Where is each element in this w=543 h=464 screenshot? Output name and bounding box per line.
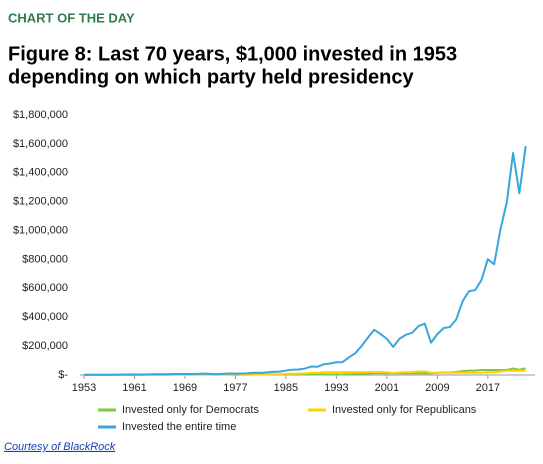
x-tick-label: 1961 bbox=[122, 382, 146, 394]
y-tick-label: $600,000 bbox=[22, 282, 68, 294]
y-tick-label: $1,200,000 bbox=[13, 196, 68, 208]
y-tick-label: $1,800,000 bbox=[13, 109, 68, 121]
x-tick-label: 1977 bbox=[223, 382, 247, 394]
y-tick-label: $800,000 bbox=[22, 253, 68, 265]
x-tick-label: 2001 bbox=[375, 382, 399, 394]
x-tick-label: 1953 bbox=[72, 382, 96, 394]
y-tick-label: $1,000,000 bbox=[13, 224, 68, 236]
y-tick-label: $- bbox=[58, 369, 68, 381]
chart-title: Figure 8: Last 70 years, $1,000 invested… bbox=[8, 43, 457, 65]
y-tick-label: $400,000 bbox=[22, 311, 68, 323]
legend-label: Invested only for Republicans bbox=[332, 404, 477, 416]
series-line bbox=[83, 145, 527, 376]
legend-label: Invested the entire time bbox=[122, 421, 236, 433]
y-tick-label: $200,000 bbox=[22, 340, 68, 352]
x-tick-label: 1969 bbox=[173, 382, 197, 394]
x-tick-label: 2017 bbox=[476, 382, 500, 394]
legend-label: Invested only for Democrats bbox=[122, 404, 259, 416]
kicker: CHART OF THE DAY bbox=[8, 10, 135, 25]
x-tick-label: 1985 bbox=[274, 382, 298, 394]
y-tick-label: $1,600,000 bbox=[13, 138, 68, 150]
x-tick-label: 1993 bbox=[324, 382, 348, 394]
x-tick-label: 2009 bbox=[425, 382, 449, 394]
chart-title: depending on which party held presidency bbox=[8, 66, 414, 88]
y-tick-label: $1,400,000 bbox=[13, 167, 68, 179]
source-link[interactable]: Courtesy of BlackRock bbox=[4, 441, 116, 453]
